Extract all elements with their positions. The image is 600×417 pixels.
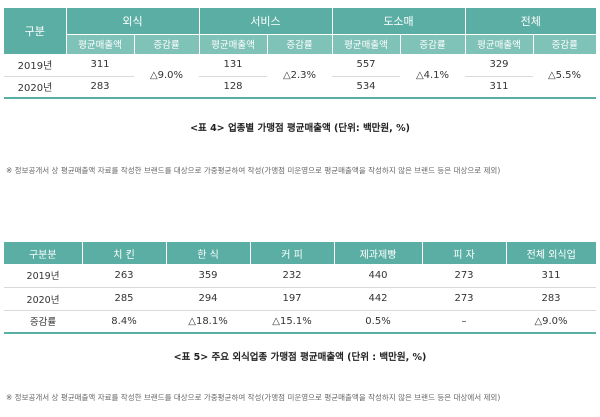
table2-header-cell: 구분분: [4, 242, 83, 264]
sales-cell: 329: [465, 54, 533, 77]
table1-sub-header-rate: 증감률: [134, 33, 200, 54]
value-cell: 8.4%: [82, 310, 166, 334]
value-cell: 263: [82, 264, 166, 288]
rate-cell: △9.0%: [134, 54, 199, 99]
sales-cell: 131: [199, 54, 267, 77]
value-cell: 285: [82, 287, 166, 311]
table1-sub-header-rate: 증감률: [267, 33, 333, 54]
table-row: 2020년 283 128 534 311: [4, 76, 596, 99]
value-cell: △18.1%: [166, 310, 250, 334]
table2-header-cell: 전체 외식업: [506, 242, 596, 264]
value-cell: 442: [334, 287, 422, 311]
value-cell: 283: [506, 287, 596, 311]
table2-header-cell: 커 피: [250, 242, 335, 264]
value-cell: 273: [422, 264, 506, 288]
sales-cell: 128: [199, 76, 267, 99]
value-cell: –: [422, 310, 506, 334]
value-cell: 311: [506, 264, 596, 288]
table1-footnote: ※ 정보공개서 상 평균매출액 자료를 작성한 브랜드를 대상으로 가중평균하여…: [6, 166, 501, 175]
table1-sub-header-sales: 평균매출액: [465, 33, 534, 54]
row-label-cell: 증감률: [4, 310, 82, 334]
value-cell: 197: [250, 287, 334, 311]
table-row: 2019년 263 359 232 440 273 311: [4, 264, 596, 288]
value-cell: 294: [166, 287, 250, 311]
table2-header-cell: 피 자: [422, 242, 507, 264]
row-label-cell: 2020년: [4, 287, 82, 311]
value-cell: △9.0%: [506, 310, 596, 334]
dining-sales-table: 구분분 치 킨 한 식 커 피 제과제빵 피 자 전체 외식업 2019년 26…: [4, 242, 596, 334]
table-row: 2019년 311 △9.0% 131 △2.3% 557 △4.1% 329 …: [4, 54, 596, 99]
value-cell: 359: [166, 264, 250, 288]
table1-caption: <표 4> 업종별 가맹점 평균매출액 (단위: 백만원, %): [190, 123, 410, 134]
row-label-cell: 2019년: [4, 264, 82, 288]
table2-caption: <표 5> 주요 외식업종 가맹점 평균매출액 (단위 : 백만원, %): [173, 352, 427, 363]
table2-header-cell: 제과제빵: [334, 242, 423, 264]
table1-corner-header: 구분: [4, 8, 67, 54]
sales-cell: 283: [66, 76, 134, 99]
table2-header-cell: 한 식: [166, 242, 251, 264]
table1-sub-header-sales: 평균매출액: [66, 33, 135, 54]
rate-cell: △2.3%: [267, 54, 332, 99]
year-cell: 2019년: [4, 54, 66, 77]
sales-cell: 534: [332, 76, 400, 99]
value-cell: 440: [334, 264, 422, 288]
table-row: 증감률 8.4% △18.1% △15.1% 0.5% – △9.0%: [4, 310, 596, 334]
rate-cell: △5.5%: [533, 54, 596, 99]
year-cell: 2020년: [4, 76, 66, 99]
table1-group-header: 외식: [66, 8, 200, 34]
table2-header-cell: 치 킨: [82, 242, 167, 264]
value-cell: 273: [422, 287, 506, 311]
value-cell: 232: [250, 264, 334, 288]
sales-cell: 311: [66, 54, 134, 77]
table-row: 2020년 285 294 197 442 273 283: [4, 287, 596, 311]
table1-sub-header-rate: 증감률: [533, 33, 596, 54]
table1-sub-header-sales: 평균매출액: [199, 33, 268, 54]
value-cell: △15.1%: [250, 310, 334, 334]
sales-cell: 557: [332, 54, 400, 77]
table1-group-header: 서비스: [199, 8, 333, 34]
table2-footnote: ※ 정보공개서 상 평균매출액 자료를 작성한 브랜드를 대상으로 가중평균하여…: [6, 393, 501, 402]
table1-sub-header-rate: 증감률: [400, 33, 466, 54]
sales-cell: 311: [465, 76, 533, 99]
table1-sub-header-sales: 평균매출액: [332, 33, 401, 54]
rate-cell: △4.1%: [400, 54, 465, 99]
industry-sales-table: 구분 외식 서비스 도소매 전체 평균매출액 증감률 평균매출액 증감률 평균매…: [4, 8, 596, 99]
table1-group-header: 전체: [465, 8, 596, 34]
table1-group-header: 도소매: [332, 8, 466, 34]
value-cell: 0.5%: [334, 310, 422, 334]
